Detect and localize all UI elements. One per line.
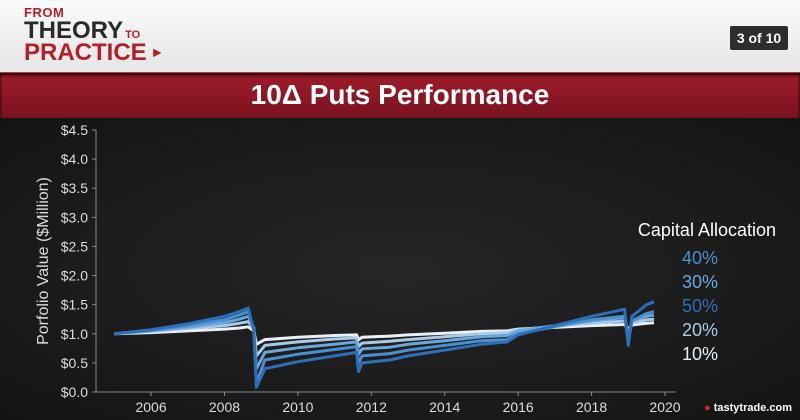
brand-footer: ● tastytrade.com <box>704 402 792 414</box>
series-line-50pct <box>114 300 655 389</box>
line-chart: $0.0 $0.5 $1.0 $1.5 $2.0 $2.5 $3.0 $3.5 $4.0 $4.5… <box>35 122 776 415</box>
series-line-20pct <box>114 317 655 358</box>
x-tick-label: 2012 <box>356 399 387 415</box>
series-line-10pct <box>114 321 655 346</box>
show-logo: FROM THEORY TO PRACTICE ▶ <box>24 6 161 65</box>
x-tick-label: 2006 <box>135 399 166 415</box>
x-tick-label: 2010 <box>282 399 313 415</box>
play-triangle-icon: ▶ <box>153 47 162 59</box>
series-line-40pct <box>114 310 655 385</box>
y-tick-label: $3.0 <box>61 209 88 225</box>
slide-title: 10Δ Puts Performance <box>250 79 550 110</box>
logo-from: FROM <box>24 5 65 20</box>
chart-area: $0.0 $0.5 $1.0 $1.5 $2.0 $2.5 $3.0 $3.5 $4.0 $4.5… <box>0 118 800 420</box>
x-tick-label: 2014 <box>429 399 460 415</box>
legend-item: 20% <box>682 320 718 340</box>
logo-practice: PRACTICE <box>24 39 147 66</box>
logo-to: TO <box>125 29 141 41</box>
y-tick-label: $1.0 <box>61 326 88 342</box>
y-tick-label: $0.5 <box>61 355 88 371</box>
y-tick-label: $3.5 <box>61 180 88 196</box>
y-tick-label: $4.0 <box>61 151 88 167</box>
y-tick-label: $0.0 <box>61 384 88 400</box>
x-tick-label: 2008 <box>209 399 240 415</box>
y-axis-label: Porfolio Value ($Million) <box>35 177 52 345</box>
y-tick-label: $2.0 <box>61 268 88 284</box>
legend-item: 30% <box>682 272 718 292</box>
y-tick-label: $2.5 <box>61 238 88 254</box>
x-tick-label: 2016 <box>503 399 534 415</box>
y-tick-label: $1.5 <box>61 297 88 313</box>
legend-item: 40% <box>682 248 718 268</box>
y-tick-label: $4.5 <box>61 122 88 138</box>
legend-item: 10% <box>682 344 718 364</box>
legend-item: 50% <box>682 296 718 316</box>
x-tick-label: 2020 <box>649 399 680 415</box>
brand-text: tastytrade.com <box>713 402 792 414</box>
brand-cherry-icon: ● <box>704 402 711 414</box>
logo-theory: THEORY <box>24 17 124 44</box>
header-bar: FROM THEORY TO PRACTICE ▶ 3 of 10 <box>0 0 800 72</box>
page-indicator: 3 of 10 <box>730 26 788 50</box>
legend-title: Capital Allocation <box>638 220 776 240</box>
title-bar: 10Δ Puts Performance <box>0 72 800 119</box>
x-tick-label: 2018 <box>576 399 607 415</box>
